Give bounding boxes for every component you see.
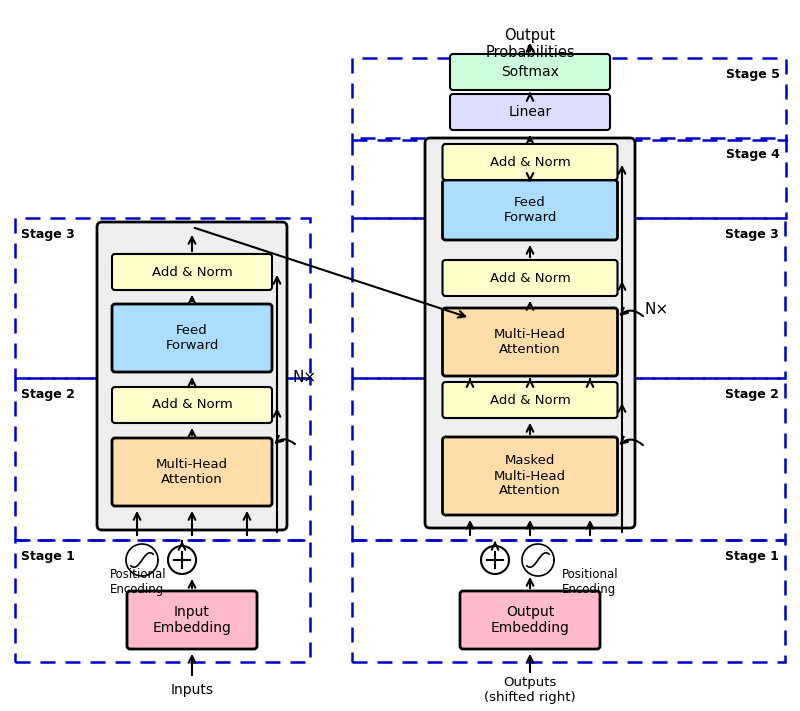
FancyBboxPatch shape: [425, 138, 635, 528]
Bar: [352, 540, 785, 662]
FancyBboxPatch shape: [97, 222, 287, 530]
FancyBboxPatch shape: [112, 254, 272, 290]
FancyBboxPatch shape: [442, 308, 618, 376]
FancyBboxPatch shape: [442, 180, 618, 240]
Text: Stage 1: Stage 1: [21, 550, 75, 563]
Text: Positional
Encoding: Positional Encoding: [562, 568, 618, 596]
FancyBboxPatch shape: [450, 94, 610, 130]
Text: Add & Norm: Add & Norm: [490, 393, 570, 407]
FancyBboxPatch shape: [442, 382, 618, 418]
Text: N×: N×: [292, 370, 316, 385]
Text: Inputs: Inputs: [170, 683, 214, 697]
FancyBboxPatch shape: [460, 591, 600, 649]
FancyBboxPatch shape: [127, 591, 257, 649]
Text: Add & Norm: Add & Norm: [152, 398, 232, 412]
FancyBboxPatch shape: [442, 260, 618, 296]
Text: Outputs
(shifted right): Outputs (shifted right): [484, 676, 576, 704]
Text: Linear: Linear: [508, 105, 552, 119]
Text: Multi-Head
Attention: Multi-Head Attention: [156, 458, 228, 486]
Bar: [352, 58, 786, 140]
Text: Stage 3: Stage 3: [21, 228, 74, 241]
Text: Stage 3: Stage 3: [726, 228, 779, 241]
Text: Stage 2: Stage 2: [725, 388, 779, 401]
Text: Multi-Head
Attention: Multi-Head Attention: [494, 328, 566, 356]
Bar: [352, 138, 786, 218]
Text: Add & Norm: Add & Norm: [152, 265, 232, 279]
Text: N×: N×: [645, 302, 669, 318]
Text: Add & Norm: Add & Norm: [490, 272, 570, 284]
Bar: [352, 378, 785, 540]
Text: Output
Probabilities: Output Probabilities: [485, 28, 575, 60]
Text: Feed
Forward: Feed Forward: [503, 196, 557, 224]
FancyBboxPatch shape: [450, 54, 610, 90]
Bar: [352, 218, 785, 378]
FancyBboxPatch shape: [442, 437, 618, 515]
Text: Feed
Forward: Feed Forward: [166, 324, 218, 352]
FancyBboxPatch shape: [442, 144, 618, 180]
Text: Softmax: Softmax: [501, 65, 559, 79]
Text: Positional
Encoding: Positional Encoding: [110, 568, 166, 596]
Text: Masked
Multi-Head
Attention: Masked Multi-Head Attention: [494, 454, 566, 498]
Text: Stage 5: Stage 5: [726, 68, 780, 81]
FancyBboxPatch shape: [112, 387, 272, 423]
Bar: [15, 218, 310, 378]
FancyBboxPatch shape: [112, 304, 272, 372]
Text: Add & Norm: Add & Norm: [490, 156, 570, 169]
Text: Stage 4: Stage 4: [726, 148, 780, 161]
Text: Input
Embedding: Input Embedding: [153, 605, 231, 635]
Bar: [15, 540, 310, 662]
Bar: [15, 378, 310, 540]
Text: Stage 2: Stage 2: [21, 388, 75, 401]
Text: Output
Embedding: Output Embedding: [490, 605, 570, 635]
FancyBboxPatch shape: [112, 438, 272, 506]
Text: Stage 1: Stage 1: [725, 550, 779, 563]
